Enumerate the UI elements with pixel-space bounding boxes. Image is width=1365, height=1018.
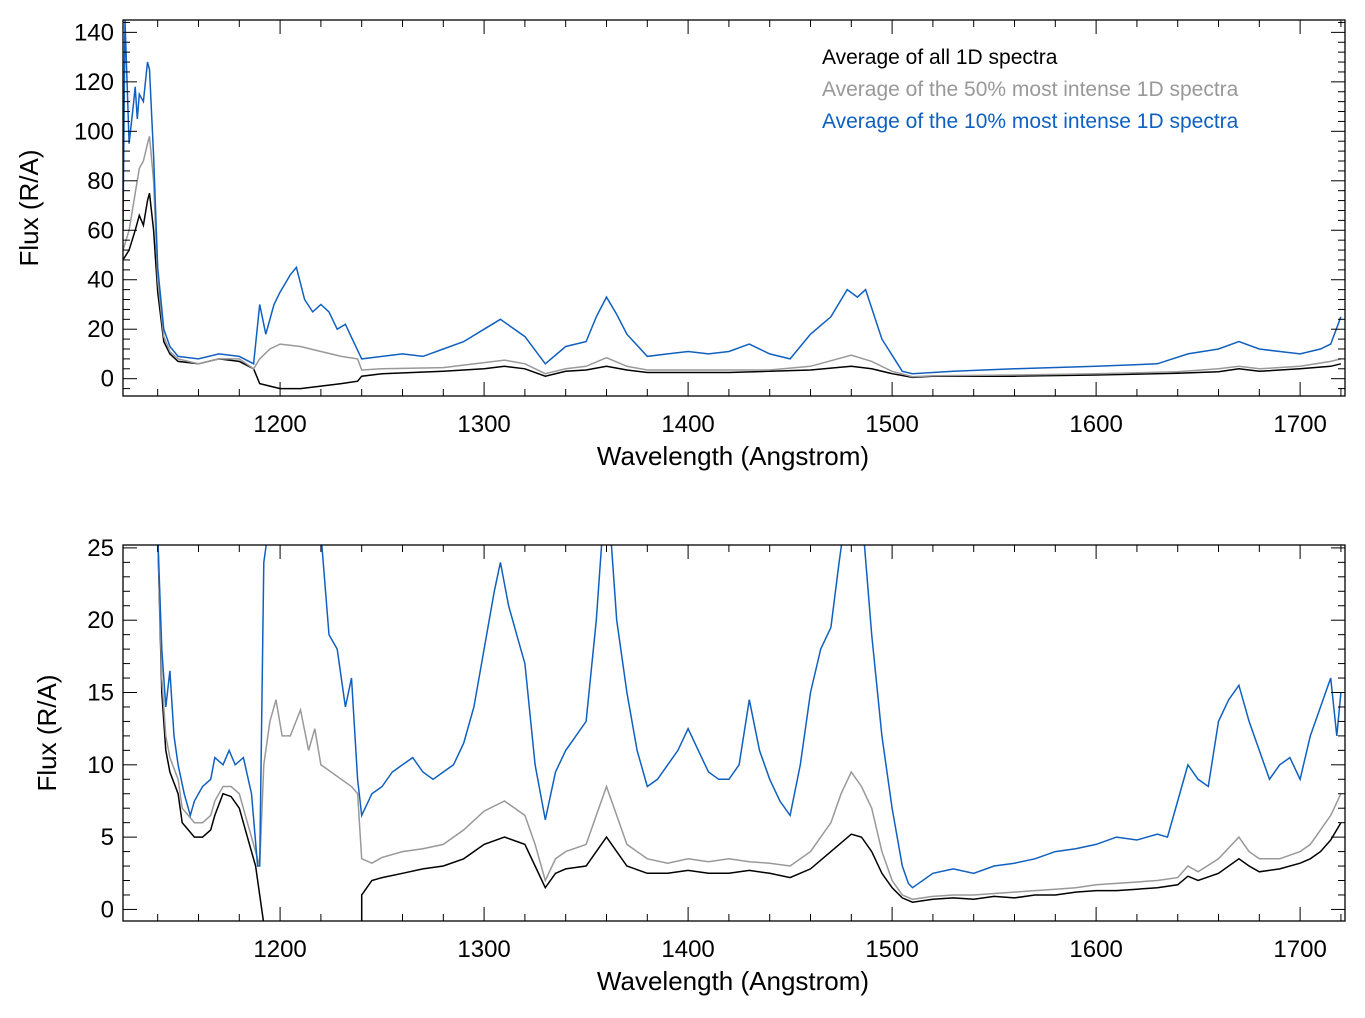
top-series-top10 xyxy=(123,20,1342,375)
bottom-y-tick-label-25: 25 xyxy=(87,535,114,562)
bottom-y-tick-label-15: 15 xyxy=(87,680,114,707)
top-y-tick-label-140: 140 xyxy=(74,19,114,46)
bottom-x-ticks xyxy=(157,545,1342,921)
top-panel: 1200 1300 1400 1500 1600 1700 0 20 40 60… xyxy=(14,19,1346,471)
top-y-tick-label-40: 40 xyxy=(87,267,114,294)
bottom-y-tick-label-0: 0 xyxy=(101,896,114,923)
top-y-tick-label-20: 20 xyxy=(87,316,114,343)
top-x-tick-label-1700: 1700 xyxy=(1273,411,1326,438)
top-x-axis-title: Wavelength (Angstrom) xyxy=(597,441,869,471)
top-y-axis-title: Flux (R/A) xyxy=(14,150,44,267)
bottom-y-tick-label-20: 20 xyxy=(87,607,114,634)
legend-entry-top10: Average of the 10% most intense 1D spect… xyxy=(822,110,1239,133)
bottom-panel: 1200 1300 1400 1500 1600 1700 0 5 10 15 … xyxy=(32,535,1346,996)
legend-entry-all: Average of all 1D spectra xyxy=(822,46,1058,69)
top-y-tick-label-0: 0 xyxy=(101,366,114,393)
bottom-y-ticks xyxy=(123,547,1345,910)
bottom-y-tick-label-5: 5 xyxy=(101,824,114,851)
bottom-series-top50 xyxy=(157,545,1342,901)
top-y-tick-label-120: 120 xyxy=(74,69,114,96)
top-y-tick-label-80: 80 xyxy=(87,168,114,195)
bottom-plot-lines xyxy=(157,545,1342,921)
top-x-tick-label-1500: 1500 xyxy=(865,411,918,438)
bottom-x-tick-label-1200: 1200 xyxy=(253,936,306,963)
top-x-ticks xyxy=(157,20,1342,396)
bottom-x-tick-label-1600: 1600 xyxy=(1069,936,1122,963)
top-plot-lines xyxy=(123,20,1342,390)
bottom-x-tick-label-1700: 1700 xyxy=(1273,936,1326,963)
bottom-y-tick-label-10: 10 xyxy=(87,752,114,779)
top-plot-frame xyxy=(122,19,1346,397)
top-x-tick-label-1300: 1300 xyxy=(457,411,510,438)
legend-entry-top50: Average of the 50% most intense 1D spect… xyxy=(822,78,1239,101)
top-x-tick-label-1200: 1200 xyxy=(253,411,306,438)
bottom-x-tick-label-1300: 1300 xyxy=(457,936,510,963)
top-series-all xyxy=(123,193,1342,390)
bottom-series-all xyxy=(157,545,1342,921)
top-series-top50 xyxy=(123,136,1342,378)
top-y-ticks xyxy=(123,21,1345,390)
bottom-x-tick-label-1400: 1400 xyxy=(661,936,714,963)
top-y-tick-label-100: 100 xyxy=(74,118,114,145)
bottom-plot-frame xyxy=(122,544,1346,922)
top-x-tick-label-1600: 1600 xyxy=(1069,411,1122,438)
legend: Average of all 1D spectra Average of the… xyxy=(822,46,1239,133)
top-x-tick-label-1400: 1400 xyxy=(661,411,714,438)
bottom-x-tick-label-1500: 1500 xyxy=(865,936,918,963)
bottom-x-axis-title: Wavelength (Angstrom) xyxy=(597,966,869,996)
bottom-series-top10 xyxy=(157,545,1342,889)
bottom-y-axis-title: Flux (R/A) xyxy=(32,675,62,792)
top-y-tick-label-60: 60 xyxy=(87,217,114,244)
